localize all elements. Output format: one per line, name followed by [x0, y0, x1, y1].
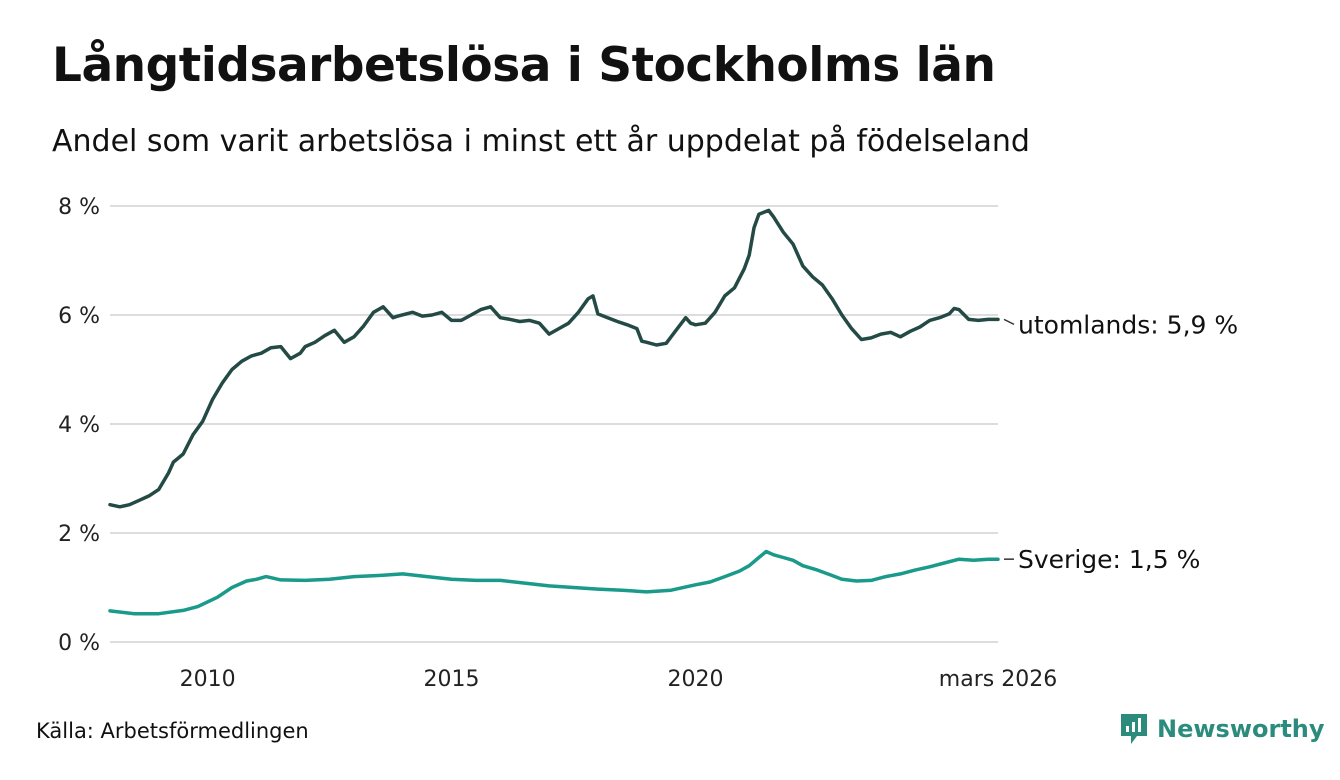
x-tick-label: 2015 [424, 667, 480, 692]
x-tick-label: mars 2026 [939, 667, 1057, 692]
end-label-sverige: Sverige: 1,5 % [1018, 545, 1200, 574]
series-lines [108, 208, 1000, 616]
y-axis-ticks: 0 % 2 % 4 % 6 % 8 % [58, 195, 100, 656]
x-tick-label: 2020 [667, 667, 723, 692]
x-tick-label: 2010 [180, 667, 236, 692]
brand-name: Newsworthy [1157, 715, 1325, 743]
y-tick-label: 8 % [58, 195, 100, 220]
y-tick-label: 4 % [58, 413, 100, 438]
chart-subtitle: Andel som varit arbetslösa i minst ett å… [52, 124, 1030, 159]
line-chart: 0 % 2 % 4 % 6 % 8 % 2010 2015 2020 mars 2026 ut… [58, 195, 1238, 692]
y-tick-label: 6 % [58, 304, 100, 329]
series-line-utomlands [108, 208, 1000, 509]
x-axis-ticks: 2010 2015 2020 mars 2026 [180, 667, 1058, 692]
end-label-utomlands: utomlands: 5,9 % [1018, 310, 1238, 339]
chart-title: Långtidsarbetslösa i Stockholms län [52, 38, 996, 93]
y-tick-label: 0 % [58, 631, 100, 656]
end-label-connector [1003, 318, 1015, 326]
series-end-labels: utomlands: 5,9 % Sverige: 1,5 % [1003, 310, 1238, 574]
gridlines [110, 205, 998, 643]
series-line-sverige [108, 549, 1000, 616]
y-tick-label: 2 % [58, 522, 100, 547]
newsworthy-logo-icon [1121, 714, 1147, 744]
brand-logo: Newsworthy [1119, 712, 1325, 746]
source-note: Källa: Arbetsförmedlingen [36, 719, 309, 743]
